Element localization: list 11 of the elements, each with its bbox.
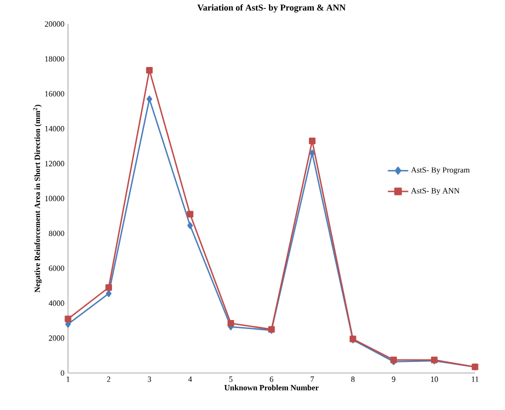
point	[64, 316, 72, 322]
point	[106, 290, 112, 298]
point	[186, 210, 194, 218]
point	[228, 320, 234, 327]
point	[105, 284, 112, 291]
point	[309, 150, 315, 157]
chart-title: Variation of AstS- by Program & ANN	[197, 4, 346, 13]
point	[146, 96, 152, 103]
point	[308, 138, 316, 144]
point	[187, 222, 193, 230]
point	[146, 66, 153, 74]
